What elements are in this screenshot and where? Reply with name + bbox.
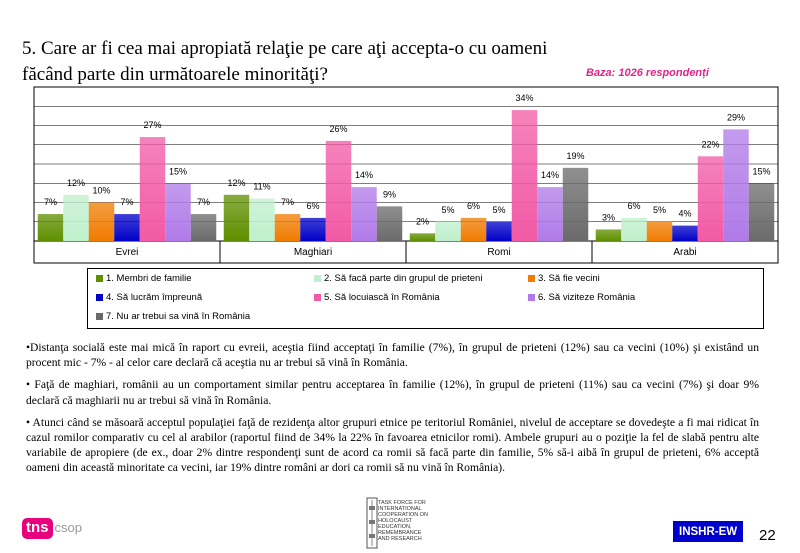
data-label: 6% — [627, 201, 640, 211]
bar — [139, 137, 166, 241]
data-label: 10% — [92, 186, 110, 196]
bar — [595, 229, 622, 241]
bar — [646, 221, 673, 241]
legend-label: 7. Nu ar trebui sa vină în România — [106, 311, 251, 322]
bar — [351, 187, 377, 241]
bar — [165, 183, 191, 241]
data-label: 19% — [566, 151, 584, 161]
data-label: 6% — [306, 201, 319, 211]
bar — [409, 233, 436, 241]
data-label: 34% — [515, 93, 533, 103]
commentary-text: •Distanţa socială este mai mică în rapor… — [26, 340, 759, 483]
category-label: Maghiari — [294, 247, 332, 258]
bar — [621, 217, 647, 241]
data-label: 7% — [281, 197, 294, 207]
legend-item-2: 2. Să facă parte din grupul de prieteni — [314, 273, 482, 284]
bar — [486, 221, 512, 241]
bar — [63, 194, 89, 241]
holocaust-task-force-logo — [366, 497, 378, 549]
bar — [435, 221, 461, 241]
slide-title: 5. Care ar fi cea mai apropiată relaţie … — [22, 36, 622, 88]
legend-swatch — [96, 274, 103, 282]
legend-swatch — [314, 293, 321, 301]
bar — [325, 140, 352, 241]
commentary-paragraph-1: •Distanţa socială este mai mică în rapor… — [26, 341, 759, 370]
legend-item-3: 3. Să fie vecini — [528, 273, 600, 284]
data-label: 7% — [197, 197, 210, 207]
legend-label: 3. Să fie vecini — [538, 273, 600, 284]
data-label: 5% — [441, 205, 454, 215]
data-label: 9% — [383, 189, 396, 199]
legend-swatch — [96, 312, 103, 320]
tns-csop-logo: tns csop — [22, 518, 82, 539]
data-label: 11% — [253, 182, 270, 192]
bar — [249, 198, 275, 241]
legend-label: 1. Membri de familie — [106, 273, 192, 284]
data-label: 26% — [329, 124, 347, 134]
data-label: 27% — [143, 120, 161, 130]
bar — [460, 217, 487, 241]
chart-legend: 1. Membri de familie 2. Să facă parte di… — [87, 268, 764, 329]
bar — [223, 194, 250, 241]
data-label: 22% — [701, 139, 719, 149]
csop-logo-text: csop — [54, 520, 82, 535]
bar — [114, 214, 140, 241]
legend-label: 4. Să lucrăm împreună — [106, 292, 203, 303]
legend-item-5: 5. Să locuiască în România — [314, 292, 440, 303]
bar — [723, 129, 749, 241]
bar — [37, 214, 64, 241]
data-label: 5% — [653, 205, 666, 215]
page-number: 22 — [759, 527, 776, 544]
data-label: 14% — [355, 170, 373, 180]
data-label: 6% — [467, 201, 480, 211]
legend-item-1: 1. Membri de familie — [96, 273, 192, 284]
tns-logo-mark: tns — [22, 518, 53, 539]
bar — [300, 217, 326, 241]
inshr-ew-badge: INSHR-EW — [673, 521, 744, 542]
data-label: 12% — [227, 178, 245, 188]
data-label: 2% — [416, 216, 429, 226]
title-line-2: făcând parte din următoarele minorităţi? — [22, 64, 328, 85]
data-label: 7% — [44, 197, 57, 207]
data-label: 15% — [752, 166, 770, 176]
legend-label: 2. Să facă parte din grupul de prieteni — [324, 273, 483, 284]
bar — [88, 202, 115, 241]
data-label: 29% — [727, 112, 745, 122]
title-line-1: 5. Care ar fi cea mai apropiată relaţie … — [22, 38, 548, 59]
bar — [697, 156, 724, 241]
bar — [537, 187, 563, 241]
legend-item-6: 6. Să viziteze România — [528, 292, 635, 303]
data-label: 7% — [120, 197, 133, 207]
bar — [562, 167, 589, 241]
legend-item-4: 4. Să lucrăm împreună — [96, 292, 202, 303]
data-label: 5% — [492, 205, 505, 215]
legend-label: 6. Să viziteze România — [538, 292, 636, 303]
holocaust-task-force-text: TASK FORCE FOR INTERNATIONAL COOPERATION… — [378, 500, 429, 542]
bar — [511, 110, 538, 241]
bar — [672, 225, 698, 241]
legend-swatch — [528, 293, 535, 301]
legend-item-7: 7. Nu ar trebui sa vină în România — [96, 311, 250, 322]
data-label: 14% — [541, 170, 559, 180]
data-label: 15% — [169, 166, 187, 176]
base-note: Baza: 1026 respondenți — [586, 67, 709, 79]
category-label: Evrei — [116, 247, 139, 258]
category-label: Romi — [487, 247, 510, 258]
data-label: 3% — [602, 212, 615, 222]
bar — [376, 206, 403, 241]
legend-swatch — [314, 274, 321, 282]
data-label: 4% — [678, 209, 691, 219]
legend-label: 5. Să locuiască în România — [324, 292, 440, 303]
category-label: Arabi — [673, 247, 696, 258]
bar — [190, 214, 217, 241]
commentary-paragraph-2: • Faţă de maghiari, românii au un compor… — [26, 378, 759, 407]
bar — [274, 214, 301, 241]
legend-swatch — [528, 274, 535, 282]
legend-swatch — [96, 293, 103, 301]
commentary-paragraph-3: • Atunci când se măsoară acceptul popula… — [26, 415, 759, 475]
bar — [748, 183, 775, 241]
data-label: 12% — [67, 178, 85, 188]
